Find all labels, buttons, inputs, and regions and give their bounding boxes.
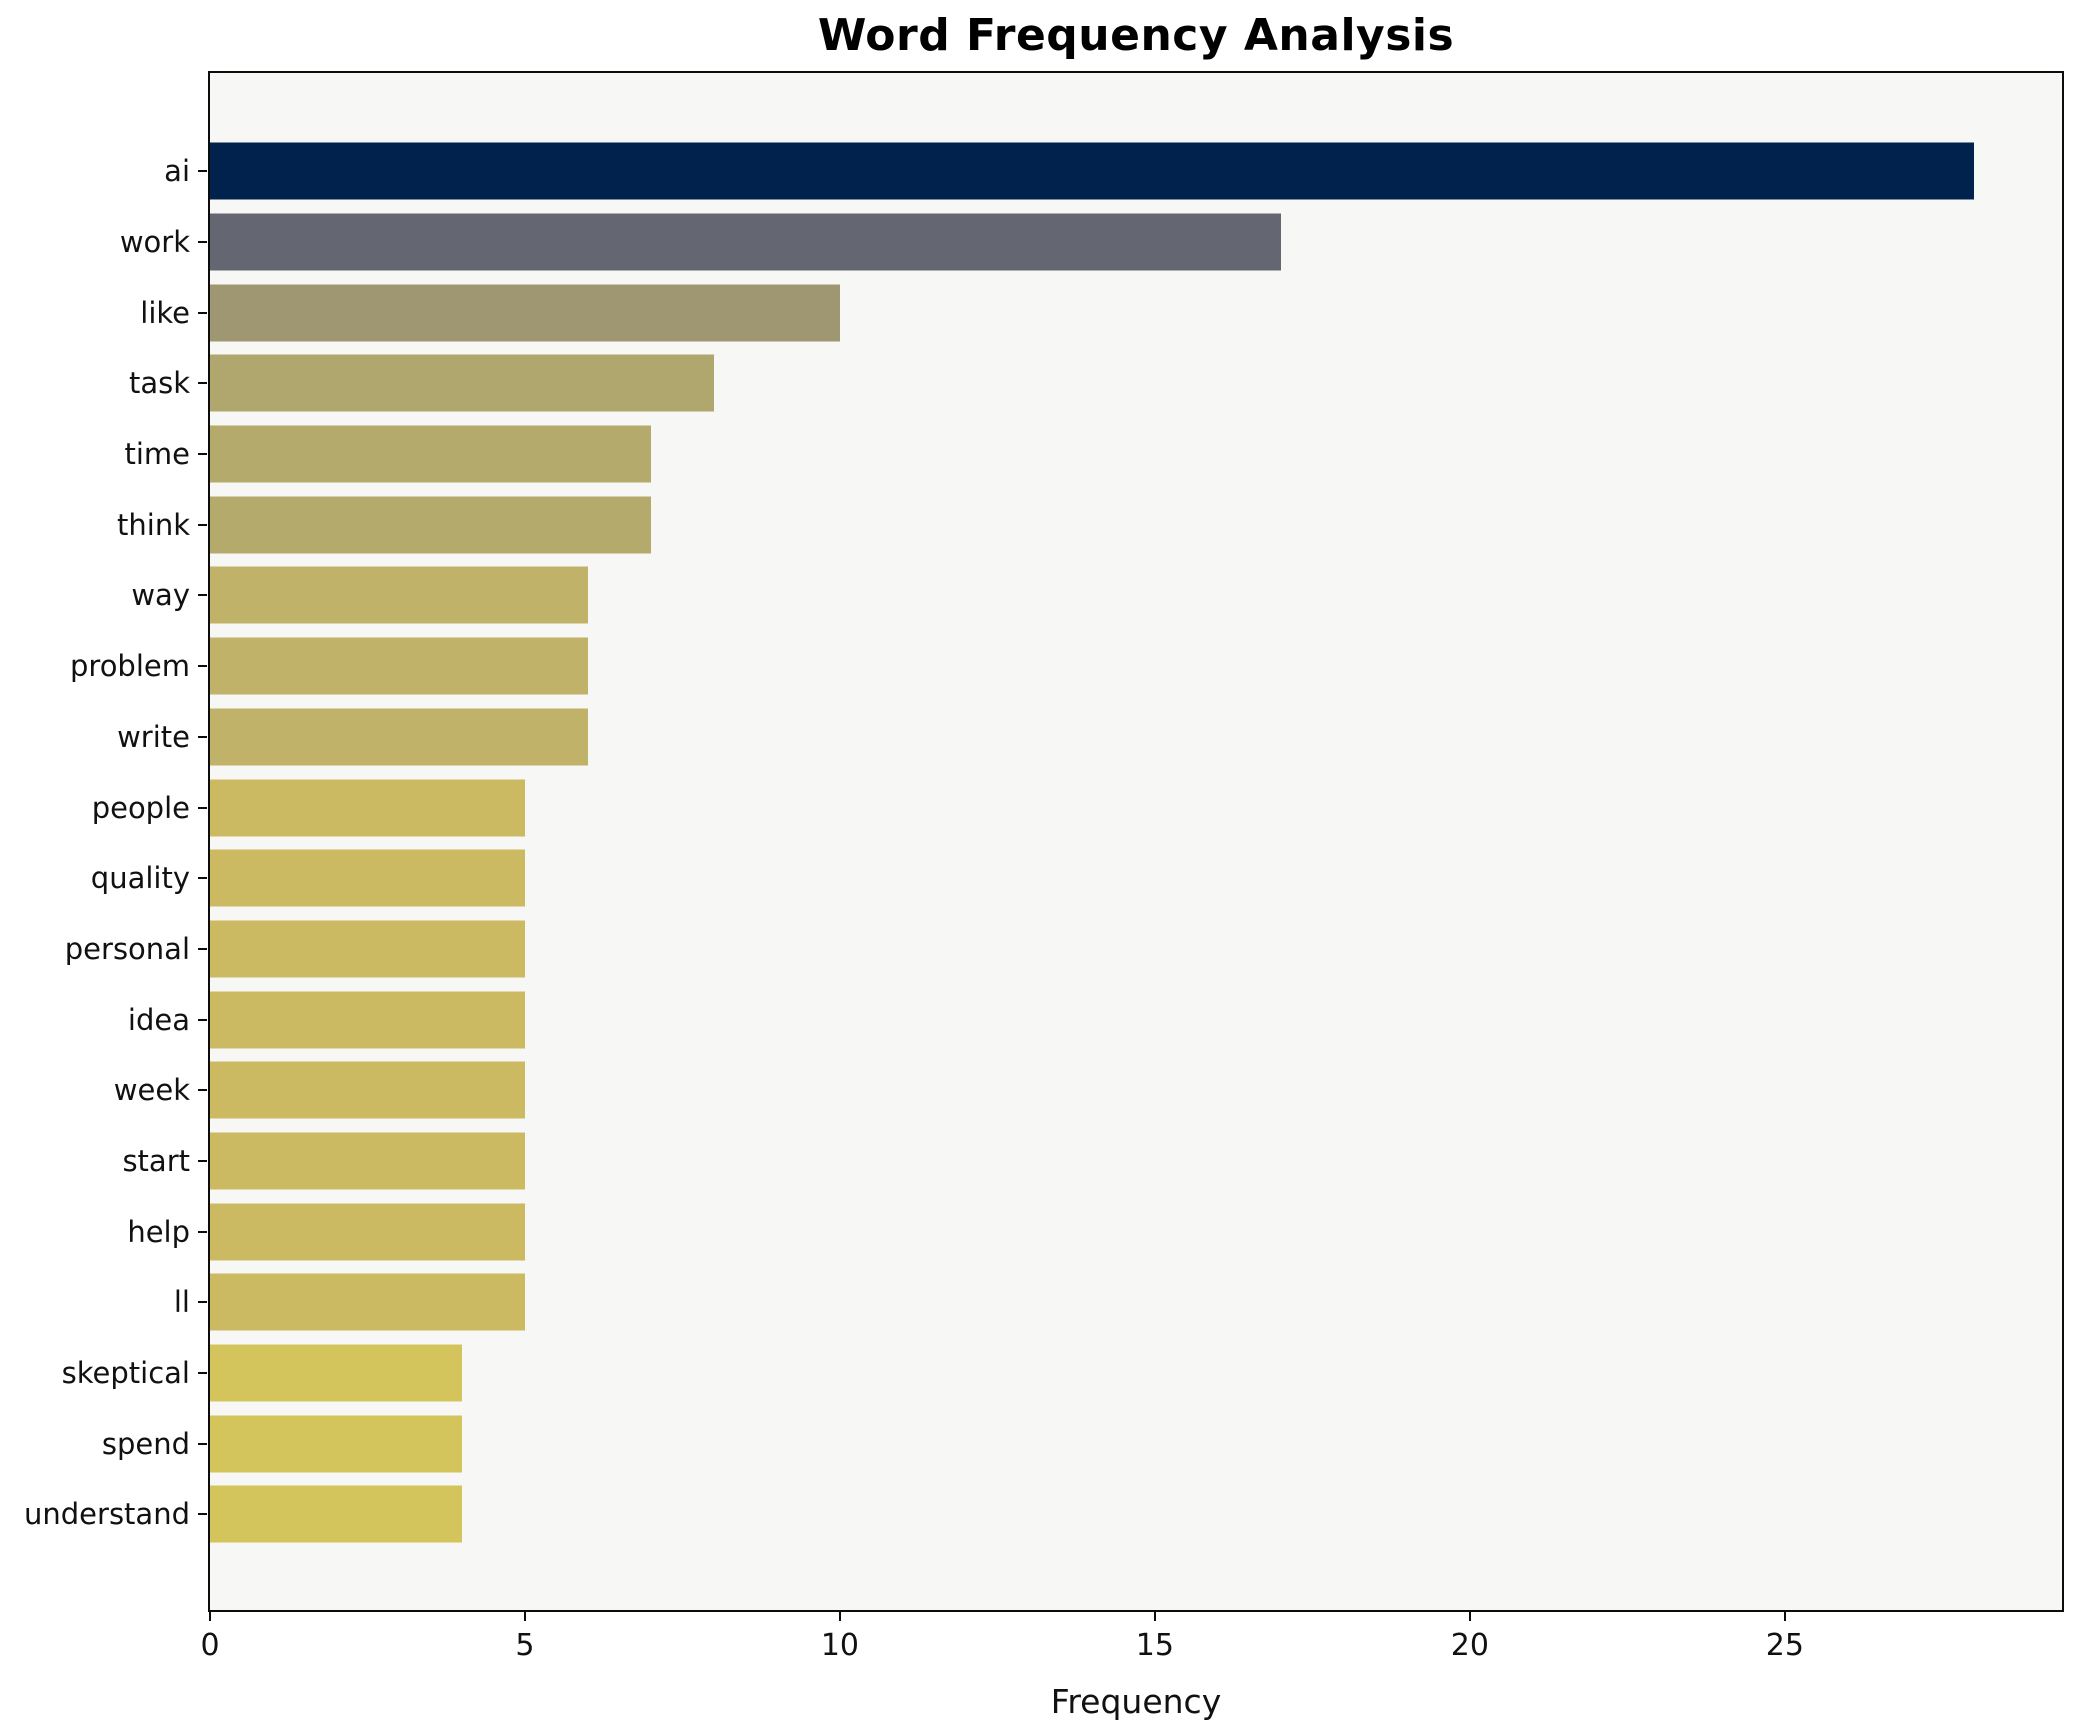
y-tick (198, 1513, 207, 1516)
bar (210, 920, 525, 978)
y-tick-label: way (131, 578, 190, 613)
y-tick-label: like (140, 295, 190, 330)
bar (210, 1485, 462, 1543)
bar-rows: ai work like task time think way problem write pe… (24, 136, 2062, 1550)
bar-row: spend (102, 1408, 2062, 1479)
y-tick-label: work (119, 225, 190, 260)
bar-row: task (129, 348, 2062, 419)
y-tick-label: spend (101, 1426, 190, 1461)
y-tick-label: time (124, 437, 190, 472)
x-tick (1153, 1612, 1156, 1621)
bar (210, 213, 1281, 271)
y-tick (198, 947, 207, 950)
y-tick (198, 453, 207, 456)
y-tick (198, 1301, 207, 1304)
x-tick (523, 1612, 526, 1621)
y-tick (198, 170, 207, 173)
x-tick-label: 25 (1765, 1628, 1804, 1663)
bar-row: write (117, 702, 2062, 773)
x-tick (1783, 1612, 1786, 1621)
y-tick (198, 806, 207, 809)
y-tick-label: people (91, 790, 190, 825)
x-tick (209, 1612, 211, 1621)
bar (210, 637, 588, 695)
bar-row: ll (174, 1267, 2062, 1338)
bar (210, 1273, 525, 1331)
bar-row: understand (24, 1479, 2062, 1550)
bar (210, 1344, 462, 1402)
x-tick-label: 20 (1450, 1628, 1489, 1663)
y-tick-label: quality (90, 861, 190, 896)
y-tick-label: week (113, 1073, 190, 1108)
y-tick (198, 1089, 207, 1092)
bar-row: skeptical (62, 1338, 2062, 1409)
y-tick (198, 877, 207, 880)
bar (210, 1203, 525, 1261)
y-tick-label: skeptical (61, 1356, 190, 1391)
bar (210, 1061, 525, 1119)
bar-row: start (122, 1126, 2062, 1197)
bar-row: help (127, 1196, 2062, 1267)
bar-row: way (131, 560, 2062, 631)
bar-row: think (117, 489, 2062, 560)
bar (210, 991, 525, 1049)
bar (210, 1415, 462, 1473)
bar-row: personal (65, 914, 2062, 985)
y-tick (198, 1018, 207, 1021)
bar-row: problem (70, 631, 2062, 702)
y-tick (198, 1230, 207, 1233)
y-tick (198, 594, 207, 597)
plot-area: ai work like task time think way problem write pe… (24, 71, 2064, 1663)
bar (210, 849, 525, 907)
bar (210, 354, 714, 412)
bar-row: like (140, 277, 2062, 348)
y-tick (198, 735, 207, 738)
bar (210, 566, 588, 624)
x-axis-title: Frequency (1050, 1682, 1222, 1721)
y-tick (198, 1372, 207, 1375)
y-tick-label: task (128, 366, 190, 401)
y-tick (198, 311, 207, 314)
x-tick-label: 0 (200, 1628, 220, 1663)
bar-row: idea (128, 984, 2062, 1055)
bar (210, 1132, 525, 1190)
y-tick (198, 523, 207, 526)
y-tick (198, 665, 207, 668)
y-tick-label: problem (70, 649, 190, 684)
bar-row: work (120, 207, 2062, 278)
y-tick (198, 382, 207, 385)
bar-row: week (114, 1055, 2062, 1126)
y-tick-label: ll (173, 1285, 190, 1320)
chart-title: Word Frequency Analysis (817, 10, 1455, 61)
x-tick (838, 1612, 841, 1621)
bar (210, 708, 588, 766)
y-tick-label: write (117, 719, 190, 754)
y-tick-label: think (117, 507, 190, 542)
x-tick (1468, 1612, 1471, 1621)
y-tick-label: idea (127, 1002, 190, 1037)
y-tick (198, 1442, 207, 1445)
bar-row: time (124, 419, 2062, 490)
bar (210, 779, 525, 837)
y-tick-label: ai (164, 154, 190, 189)
bar-row: ai (164, 136, 2062, 207)
y-tick-label: start (122, 1143, 190, 1178)
bar (210, 425, 651, 483)
y-tick-label: personal (64, 931, 190, 966)
bar-row: quality (91, 843, 2062, 914)
bar (210, 496, 651, 554)
bar (210, 142, 1974, 200)
y-tick-label: understand (24, 1497, 190, 1532)
bar-row: people (92, 772, 2062, 843)
y-tick (198, 241, 207, 244)
x-tick-label: 5 (515, 1628, 535, 1663)
x-tick-label: 10 (820, 1628, 860, 1663)
x-tick-label: 15 (1135, 1628, 1174, 1663)
y-tick-label: help (127, 1214, 190, 1249)
bar (210, 284, 840, 342)
y-tick (198, 1159, 207, 1162)
